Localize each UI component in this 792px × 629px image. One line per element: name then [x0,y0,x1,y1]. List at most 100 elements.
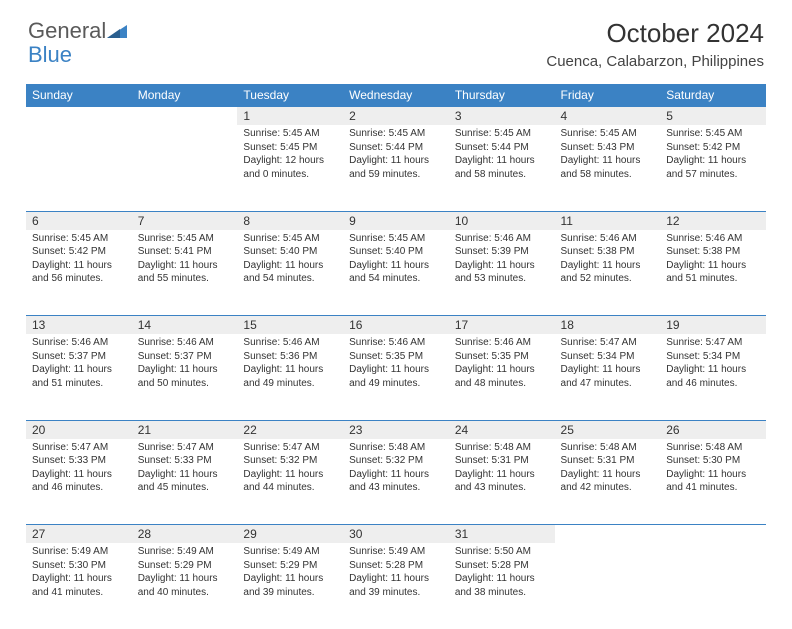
day-number: 14 [132,316,238,335]
day-cell: Sunrise: 5:46 AMSunset: 5:38 PMDaylight:… [660,230,766,316]
day-number-label: 9 [343,212,449,230]
day-number-label: 19 [660,316,766,334]
empty-daynum [660,525,766,544]
day-number-label: 31 [449,525,555,543]
day-cell: Sunrise: 5:45 AMSunset: 5:40 PMDaylight:… [237,230,343,316]
day-cell-content: Sunrise: 5:47 AMSunset: 5:34 PMDaylight:… [660,334,766,394]
day-cell-content: Sunrise: 5:50 AMSunset: 5:28 PMDaylight:… [449,543,555,603]
day-number-label: 5 [660,107,766,125]
day-cell: Sunrise: 5:49 AMSunset: 5:28 PMDaylight:… [343,543,449,629]
day-cell: Sunrise: 5:46 AMSunset: 5:39 PMDaylight:… [449,230,555,316]
day-header: Saturday [660,84,766,107]
day-number: 10 [449,211,555,230]
empty-daynum [555,525,661,544]
day-number: 5 [660,107,766,126]
day-cell: Sunrise: 5:49 AMSunset: 5:30 PMDaylight:… [26,543,132,629]
day-cell-content: Sunrise: 5:46 AMSunset: 5:36 PMDaylight:… [237,334,343,394]
day-cell: Sunrise: 5:49 AMSunset: 5:29 PMDaylight:… [132,543,238,629]
day-cell-content: Sunrise: 5:49 AMSunset: 5:30 PMDaylight:… [26,543,132,603]
logo-triangle-icon [107,18,127,44]
day-cell-content: Sunrise: 5:46 AMSunset: 5:37 PMDaylight:… [26,334,132,394]
day-cell-content: Sunrise: 5:45 AMSunset: 5:40 PMDaylight:… [237,230,343,290]
day-cell-content: Sunrise: 5:49 AMSunset: 5:29 PMDaylight:… [237,543,343,603]
day-cell: Sunrise: 5:46 AMSunset: 5:37 PMDaylight:… [26,334,132,420]
day-number: 29 [237,525,343,544]
day-cell: Sunrise: 5:46 AMSunset: 5:37 PMDaylight:… [132,334,238,420]
day-cell-content: Sunrise: 5:48 AMSunset: 5:31 PMDaylight:… [449,439,555,499]
empty-cell [26,125,132,211]
day-cell: Sunrise: 5:47 AMSunset: 5:32 PMDaylight:… [237,439,343,525]
day-cell: Sunrise: 5:46 AMSunset: 5:35 PMDaylight:… [343,334,449,420]
header: General October 2024 Cuenca, Calabarzon,… [0,0,792,78]
day-number-label: 7 [132,212,238,230]
daynum-row: 12345 [26,107,766,126]
day-header: Monday [132,84,238,107]
day-cell-content: Sunrise: 5:46 AMSunset: 5:35 PMDaylight:… [343,334,449,394]
day-number: 21 [132,420,238,439]
day-header: Friday [555,84,661,107]
content-row: Sunrise: 5:45 AMSunset: 5:45 PMDaylight:… [26,125,766,211]
day-cell: Sunrise: 5:45 AMSunset: 5:41 PMDaylight:… [132,230,238,316]
day-cell-content: Sunrise: 5:49 AMSunset: 5:28 PMDaylight:… [343,543,449,603]
day-number: 20 [26,420,132,439]
day-cell-content: Sunrise: 5:48 AMSunset: 5:32 PMDaylight:… [343,439,449,499]
day-number: 9 [343,211,449,230]
day-number-label: 10 [449,212,555,230]
day-number-label: 14 [132,316,238,334]
logo-text-blue: Blue [28,42,72,68]
calendar-body: 12345Sunrise: 5:45 AMSunset: 5:45 PMDayl… [26,107,766,629]
day-cell-content: Sunrise: 5:47 AMSunset: 5:33 PMDaylight:… [132,439,238,499]
day-number: 11 [555,211,661,230]
empty-daynum [132,107,238,126]
day-cell: Sunrise: 5:46 AMSunset: 5:35 PMDaylight:… [449,334,555,420]
day-number: 7 [132,211,238,230]
day-cell-content: Sunrise: 5:47 AMSunset: 5:33 PMDaylight:… [26,439,132,499]
day-number-label: 25 [555,421,661,439]
day-number-label: 12 [660,212,766,230]
day-number-label: 4 [555,107,661,125]
day-number: 18 [555,316,661,335]
day-number: 4 [555,107,661,126]
day-number: 2 [343,107,449,126]
day-number-label: 20 [26,421,132,439]
day-number: 24 [449,420,555,439]
day-number-label: 3 [449,107,555,125]
day-number-label: 18 [555,316,661,334]
day-cell-content: Sunrise: 5:47 AMSunset: 5:32 PMDaylight:… [237,439,343,499]
location-subtitle: Cuenca, Calabarzon, Philippines [546,53,764,70]
day-cell: Sunrise: 5:47 AMSunset: 5:34 PMDaylight:… [555,334,661,420]
day-number-label: 8 [237,212,343,230]
empty-cell [555,543,661,629]
day-number-label: 17 [449,316,555,334]
page-title: October 2024 [546,18,764,49]
day-number: 8 [237,211,343,230]
logo: General [28,18,128,44]
empty-daynum [26,107,132,126]
day-cell-content: Sunrise: 5:48 AMSunset: 5:31 PMDaylight:… [555,439,661,499]
day-number: 19 [660,316,766,335]
day-cell-content: Sunrise: 5:46 AMSunset: 5:39 PMDaylight:… [449,230,555,290]
day-number: 28 [132,525,238,544]
day-number: 27 [26,525,132,544]
day-cell: Sunrise: 5:48 AMSunset: 5:30 PMDaylight:… [660,439,766,525]
day-cell: Sunrise: 5:47 AMSunset: 5:33 PMDaylight:… [132,439,238,525]
day-number-label: 11 [555,212,661,230]
day-number-label: 2 [343,107,449,125]
day-number: 31 [449,525,555,544]
day-number: 25 [555,420,661,439]
day-cell-content: Sunrise: 5:45 AMSunset: 5:43 PMDaylight:… [555,125,661,185]
day-number: 30 [343,525,449,544]
daynum-row: 13141516171819 [26,316,766,335]
day-cell-content: Sunrise: 5:45 AMSunset: 5:40 PMDaylight:… [343,230,449,290]
day-number-label: 6 [26,212,132,230]
day-cell-content: Sunrise: 5:46 AMSunset: 5:38 PMDaylight:… [660,230,766,290]
day-cell: Sunrise: 5:45 AMSunset: 5:45 PMDaylight:… [237,125,343,211]
day-number: 3 [449,107,555,126]
day-cell: Sunrise: 5:48 AMSunset: 5:31 PMDaylight:… [555,439,661,525]
content-row: Sunrise: 5:47 AMSunset: 5:33 PMDaylight:… [26,439,766,525]
day-cell-content: Sunrise: 5:48 AMSunset: 5:30 PMDaylight:… [660,439,766,499]
day-cell: Sunrise: 5:47 AMSunset: 5:34 PMDaylight:… [660,334,766,420]
empty-cell [132,125,238,211]
day-number-label: 21 [132,421,238,439]
day-cell: Sunrise: 5:50 AMSunset: 5:28 PMDaylight:… [449,543,555,629]
